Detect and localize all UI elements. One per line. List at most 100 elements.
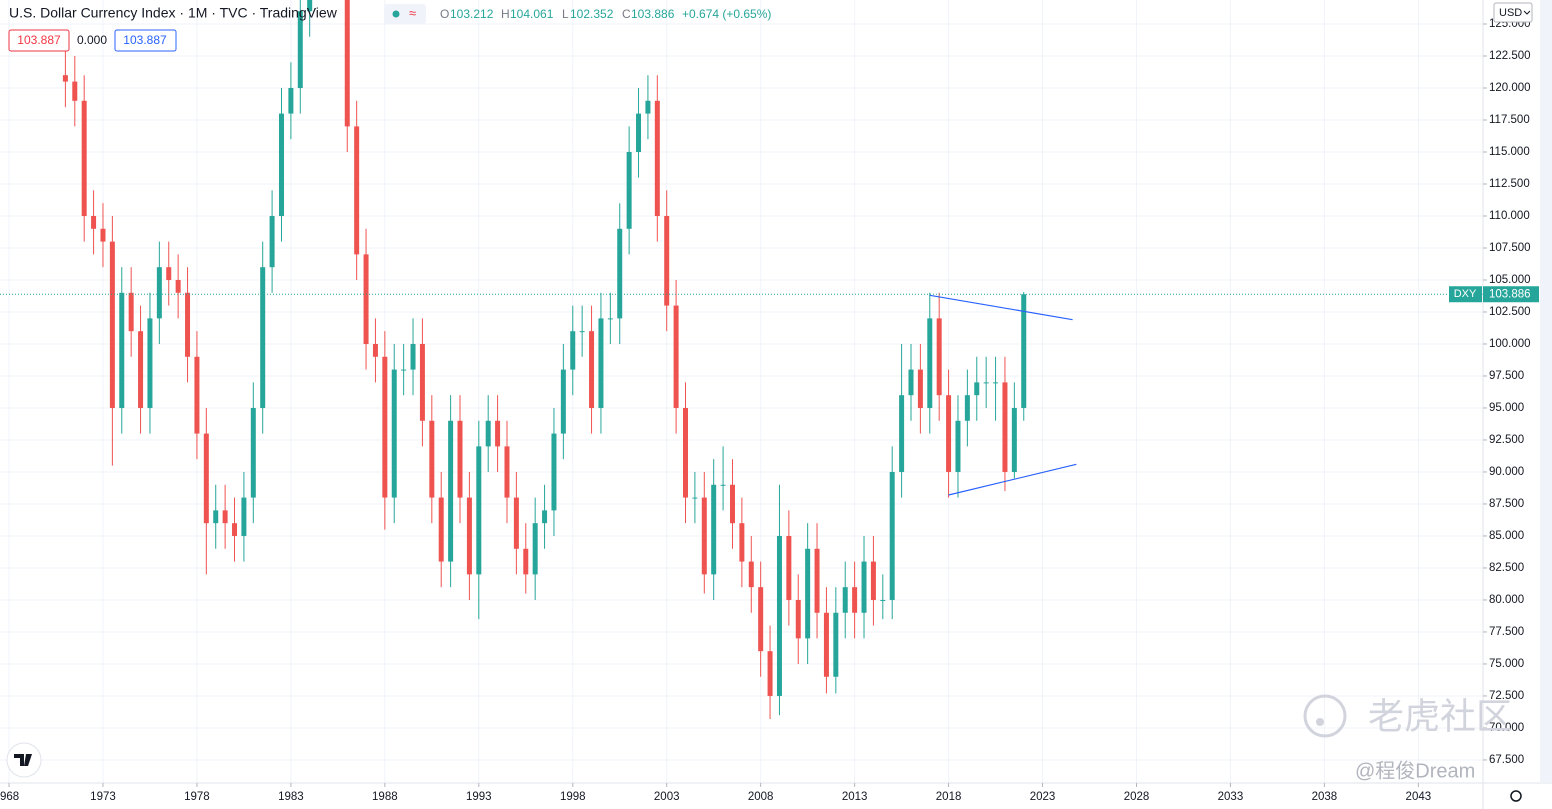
candle-body [683, 407, 689, 498]
x-tick-label: 2028 [1124, 791, 1150, 803]
y-tick-label: 97.500 [1489, 370, 1524, 382]
y-tick-label: 92.500 [1489, 434, 1524, 446]
candle-body [269, 215, 275, 268]
candle-body [419, 343, 425, 421]
ohlc-key: C [622, 7, 631, 21]
candle-body [692, 497, 698, 499]
candle-body [372, 343, 378, 357]
candle-body [109, 241, 115, 408]
candle-body [119, 292, 125, 408]
candle-body [833, 612, 839, 677]
candle-body [476, 446, 482, 575]
candle-body [203, 433, 209, 524]
candle-body [955, 420, 961, 472]
candle-body [542, 510, 548, 524]
candle-body [81, 100, 87, 216]
candle-body [128, 292, 134, 332]
candle-body [429, 420, 435, 498]
candle-body [307, 0, 313, 12]
indicator-value: 103.887 [17, 33, 61, 47]
candle-body [636, 113, 642, 152]
candle-body [720, 484, 726, 486]
watermark-logo [1303, 694, 1347, 738]
trend-line [948, 463, 1077, 496]
y-tick-label: 100.000 [1489, 338, 1531, 350]
candle-body [983, 382, 989, 384]
y-tick-label: 95.000 [1489, 402, 1524, 414]
candle-body [72, 81, 78, 101]
currency-label[interactable]: USD [1499, 7, 1522, 19]
candle-body [946, 395, 952, 472]
y-tick-label: 112.500 [1489, 178, 1530, 190]
settings-icon[interactable] [1510, 790, 1522, 802]
candle-body [598, 318, 604, 408]
last-price-label: 103.886 [1489, 288, 1531, 300]
x-tick-label: 2043 [1406, 791, 1432, 803]
y-tick-label: 67.500 [1489, 754, 1524, 766]
ohlc-value: 102.352 [570, 7, 614, 21]
candle-body [175, 279, 181, 293]
symbol-tag-label: DXY [1454, 288, 1477, 300]
candle-body [880, 599, 886, 601]
change: +0.674 (+0.65%) [682, 7, 771, 21]
currency-button[interactable] [1493, 2, 1533, 23]
candle-body [495, 420, 501, 447]
x-tick-label: 1973 [90, 791, 116, 803]
axes: 67.500 70.000 72.500 75.000 77.500 80.000 82.5… [0, 18, 1539, 803]
x-tick-label: 1993 [466, 791, 492, 803]
ohlc-value: 103.212 [450, 7, 494, 21]
candle-body [823, 612, 829, 677]
y-tick-label: 105.000 [1489, 274, 1531, 286]
watermark-logo-dot [1316, 718, 1324, 726]
candle-body [194, 356, 200, 434]
candle-body [354, 126, 360, 255]
candle-body [607, 318, 613, 320]
candle-body [156, 267, 162, 319]
indicator-value: 103.887 [123, 33, 167, 47]
candle-body [842, 587, 848, 613]
x-tick-label: 2013 [842, 791, 868, 803]
x-tick-label: 1978 [184, 791, 210, 803]
candle-body [147, 318, 153, 408]
candle-body [485, 420, 491, 447]
candle-body [729, 484, 735, 524]
candle-body [570, 331, 576, 370]
y-tick-label: 107.500 [1489, 242, 1531, 254]
candle-body [917, 369, 923, 408]
candle-body [185, 292, 191, 357]
candle-body [401, 369, 407, 371]
candle-body [382, 356, 388, 498]
candle-body [814, 548, 820, 613]
y-tick-label: 80.000 [1489, 594, 1524, 606]
delay-icon: ≈ [409, 5, 416, 20]
x-tick-label: 1983 [278, 791, 304, 803]
candle-body [758, 587, 764, 652]
currency-caret[interactable] [1523, 10, 1531, 15]
candle-body [748, 561, 754, 588]
candle-body [927, 318, 933, 408]
y-tick-label: 82.500 [1489, 562, 1524, 574]
candle-body [448, 420, 454, 562]
y-tick-label: 85.000 [1489, 530, 1524, 542]
plot-area [0, 0, 1483, 720]
candle-body [344, 0, 350, 127]
x-tick-label: 2008 [748, 791, 774, 803]
x-tick-label: 2003 [654, 791, 680, 803]
candle-body [805, 548, 811, 639]
candle-body [645, 100, 651, 114]
scroll-strip [1540, 0, 1552, 783]
y-tick-label: 75.000 [1489, 658, 1524, 670]
candle-body [1002, 382, 1008, 472]
trend-line [929, 294, 1073, 321]
tv-logo-mark[interactable] [14, 754, 32, 766]
ohlc-value: 104.061 [510, 7, 554, 21]
candle-body [551, 433, 557, 511]
candle-body [776, 535, 782, 696]
candle-body [91, 215, 97, 229]
candle-body [100, 228, 106, 242]
candle-body [899, 395, 905, 472]
indicator-box [8, 29, 70, 52]
last-price-tag [1483, 286, 1539, 303]
candle-body [363, 254, 369, 344]
